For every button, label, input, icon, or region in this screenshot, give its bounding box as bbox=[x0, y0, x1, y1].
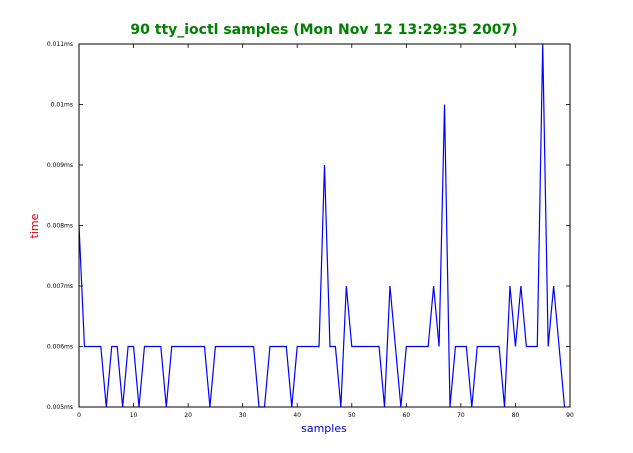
x-tick-label: 20 bbox=[184, 412, 192, 419]
y-tick-label: 0.007ms bbox=[47, 283, 73, 290]
x-tick-label: 60 bbox=[403, 412, 411, 419]
chart-title: 90 tty_ioctl samples (Mon Nov 12 13:29:3… bbox=[130, 22, 517, 38]
y-tick-label: 0.008ms bbox=[47, 223, 73, 230]
x-tick-label: 30 bbox=[239, 412, 247, 419]
y-tick-label: 0.009ms bbox=[47, 162, 73, 169]
x-tick-label: 50 bbox=[348, 412, 356, 419]
x-axis-label: samples bbox=[301, 422, 347, 435]
axis-ticks: 0 10 20 30 40 50 60 70 80 90 0.005ms 0.006ms 0.007ms… bbox=[47, 41, 574, 419]
y-tick-label: 0.01ms bbox=[51, 102, 73, 109]
x-tick-label: 10 bbox=[130, 412, 138, 419]
x-tick-label: 40 bbox=[293, 412, 301, 419]
x-tick-label: 80 bbox=[512, 412, 520, 419]
plot-frame bbox=[78, 43, 571, 408]
y-tick-label: 0.006ms bbox=[47, 344, 73, 351]
series-line bbox=[78, 43, 566, 408]
y-axis-label: time bbox=[28, 213, 41, 238]
x-tick-label: 90 bbox=[566, 412, 574, 419]
y-tick-label: 0.005ms bbox=[47, 404, 73, 411]
x-tick-label: 0 bbox=[77, 412, 81, 419]
y-tick-label: 0.011ms bbox=[47, 41, 73, 48]
x-tick-label: 70 bbox=[457, 412, 465, 419]
